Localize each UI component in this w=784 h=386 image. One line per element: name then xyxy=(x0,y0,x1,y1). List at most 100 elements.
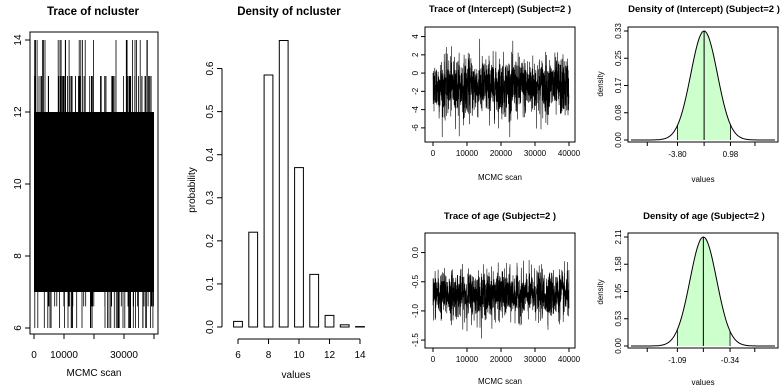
y-axis-label: density xyxy=(596,71,605,96)
density-curve xyxy=(631,236,775,347)
trace-series xyxy=(34,40,154,328)
y-tick-label: -4 xyxy=(411,106,420,114)
x-tick-label: 30000 xyxy=(110,350,138,361)
x-axis-label: MCMC scan xyxy=(478,173,522,182)
bar xyxy=(263,74,274,328)
x-axis-label: values xyxy=(691,175,714,184)
bar xyxy=(233,320,243,328)
x-tick-label: 40000 xyxy=(558,355,581,364)
y-tick-label: 0.00 xyxy=(614,338,623,354)
trace-line xyxy=(432,38,570,138)
x-tick-label: 10000 xyxy=(456,149,479,158)
density-ncluster-panel: Density of ncluster 0.0 0.1 0.2 0.3 0.4 0.5 0.… xyxy=(187,6,366,381)
x-axis-label: values xyxy=(282,370,311,381)
trace-series xyxy=(432,259,570,339)
y-tick-label: 0.1 xyxy=(205,277,216,291)
y-tick-label: 10 xyxy=(13,178,24,190)
chart-title: Density of age (Subject=2 ) xyxy=(643,211,765,222)
trace-spikes xyxy=(34,40,154,328)
x-tick-label: -0.34 xyxy=(721,356,740,365)
y-tick-label: 4 xyxy=(411,34,420,39)
y-tick-label: 0.2 xyxy=(205,233,216,247)
y-tick-label: 2 xyxy=(411,52,420,57)
y-tick-label: 1.58 xyxy=(614,256,623,272)
x-tick-label: 20000 xyxy=(490,149,513,158)
bar xyxy=(294,167,304,328)
axes: 0.00 0.08 0.17 0.25 0.33 -3.80 0.98 xyxy=(614,23,756,159)
plot-frame xyxy=(627,26,779,143)
density-curve xyxy=(631,30,775,141)
x-tick-label: 30000 xyxy=(524,355,547,364)
plot-frame xyxy=(424,26,576,143)
bar xyxy=(309,273,320,328)
trace-series xyxy=(432,38,570,138)
axes: -6 -4 -2 0 2 4 0 10000 20000 30000 40000 xyxy=(411,34,581,158)
x-tick-label: 14 xyxy=(354,350,366,361)
y-tick-label: 0.4 xyxy=(205,147,216,161)
y-axis-label: density xyxy=(596,279,605,304)
x-tick-label: 20000 xyxy=(490,355,513,364)
plot-frame xyxy=(424,232,576,349)
y-tick-label: -6 xyxy=(411,124,420,132)
trace-dense-band xyxy=(34,112,154,292)
y-tick-label: -1.5 xyxy=(411,333,420,347)
y-tick-label: 6 xyxy=(13,325,24,331)
y-tick-label: -0.5 xyxy=(411,274,420,288)
y-axis-label: probability xyxy=(187,167,198,213)
y-tick-label: -1.0 xyxy=(411,303,420,317)
y-tick-label: 8 xyxy=(13,253,24,259)
chart-title: Density of ncluster xyxy=(237,6,341,18)
chart-title: Trace of ncluster xyxy=(47,6,140,18)
x-tick-label: 0 xyxy=(431,149,436,158)
y-tick-label: 0.0 xyxy=(411,246,420,258)
y-tick-label: 0.6 xyxy=(205,61,216,75)
y-tick-label: 0.00 xyxy=(614,132,623,148)
x-tick-label: 10000 xyxy=(50,350,78,361)
y-tick-label: 0.5 xyxy=(205,104,216,118)
y-tick-label: 14 xyxy=(13,34,24,46)
x-tick-label: 0 xyxy=(31,350,37,361)
x-axis-label: MCMC scan xyxy=(66,368,121,379)
density-age-panel: Density of age (Subject=2 ) 0.00 0.53 1.05… xyxy=(596,211,779,386)
bar xyxy=(248,231,259,328)
x-tick-label: 0 xyxy=(431,355,436,364)
x-tick-label: 10000 xyxy=(456,355,479,364)
x-tick-label: 8 xyxy=(266,350,272,361)
y-tick-label: 0 xyxy=(411,70,420,75)
bar-series xyxy=(233,40,365,328)
x-tick-label: -3.80 xyxy=(668,150,687,159)
bar xyxy=(278,40,289,328)
y-tick-label: -2 xyxy=(411,87,420,95)
x-tick-label: 30000 xyxy=(524,149,547,158)
y-tick-label: 0.17 xyxy=(614,77,623,93)
chart-title: Density of (Intercept) (Subject=2 ) xyxy=(628,4,780,15)
axes: 0.0 0.1 0.2 0.3 0.4 0.5 0.6 6 8 10 12 14 xyxy=(205,61,366,361)
x-axis-label: MCMC scan xyxy=(478,377,522,386)
y-tick-label: 0.08 xyxy=(614,104,623,120)
y-tick-label: 0.53 xyxy=(614,310,623,326)
x-tick-label: 0.98 xyxy=(723,150,739,159)
y-tick-label: 12 xyxy=(13,106,24,118)
axes: 6 8 10 12 14 0 10000 30000 xyxy=(13,34,155,361)
y-tick-label: 1.05 xyxy=(614,283,623,299)
trace-line xyxy=(432,259,570,339)
y-tick-label: 0.25 xyxy=(614,50,623,66)
y-tick-label: 2.11 xyxy=(614,229,623,245)
y-tick-label: 0.0 xyxy=(205,320,216,334)
trace-age-panel: Trace of age (Subject=2 ) -1.5 -1.0 -0.5 0.… xyxy=(411,211,581,386)
y-tick-label: 0.3 xyxy=(205,190,216,204)
axes: 0.00 0.53 1.05 1.58 2.11 -1.09 -0.34 xyxy=(614,229,756,365)
trace-intercept-panel: Trace of (Intercept) (Subject=2 ) -6 -4 -2… xyxy=(411,4,581,182)
x-tick-label: 10 xyxy=(293,350,305,361)
axes: -1.5 -1.0 -0.5 0.0 0 10000 20000 30000 40000 xyxy=(411,246,581,364)
bar xyxy=(339,324,350,328)
x-tick-label: 12 xyxy=(324,350,336,361)
x-tick-label: -1.09 xyxy=(668,356,687,365)
trace-ncluster-panel: Trace of ncluster 6 8 10 12 14 0 10000 30000 MC… xyxy=(13,6,159,379)
x-axis-label: values xyxy=(691,378,714,386)
density-line xyxy=(631,30,775,141)
bar xyxy=(324,314,335,328)
y-tick-label: 0.33 xyxy=(614,23,623,39)
x-tick-label: 40000 xyxy=(558,149,581,158)
